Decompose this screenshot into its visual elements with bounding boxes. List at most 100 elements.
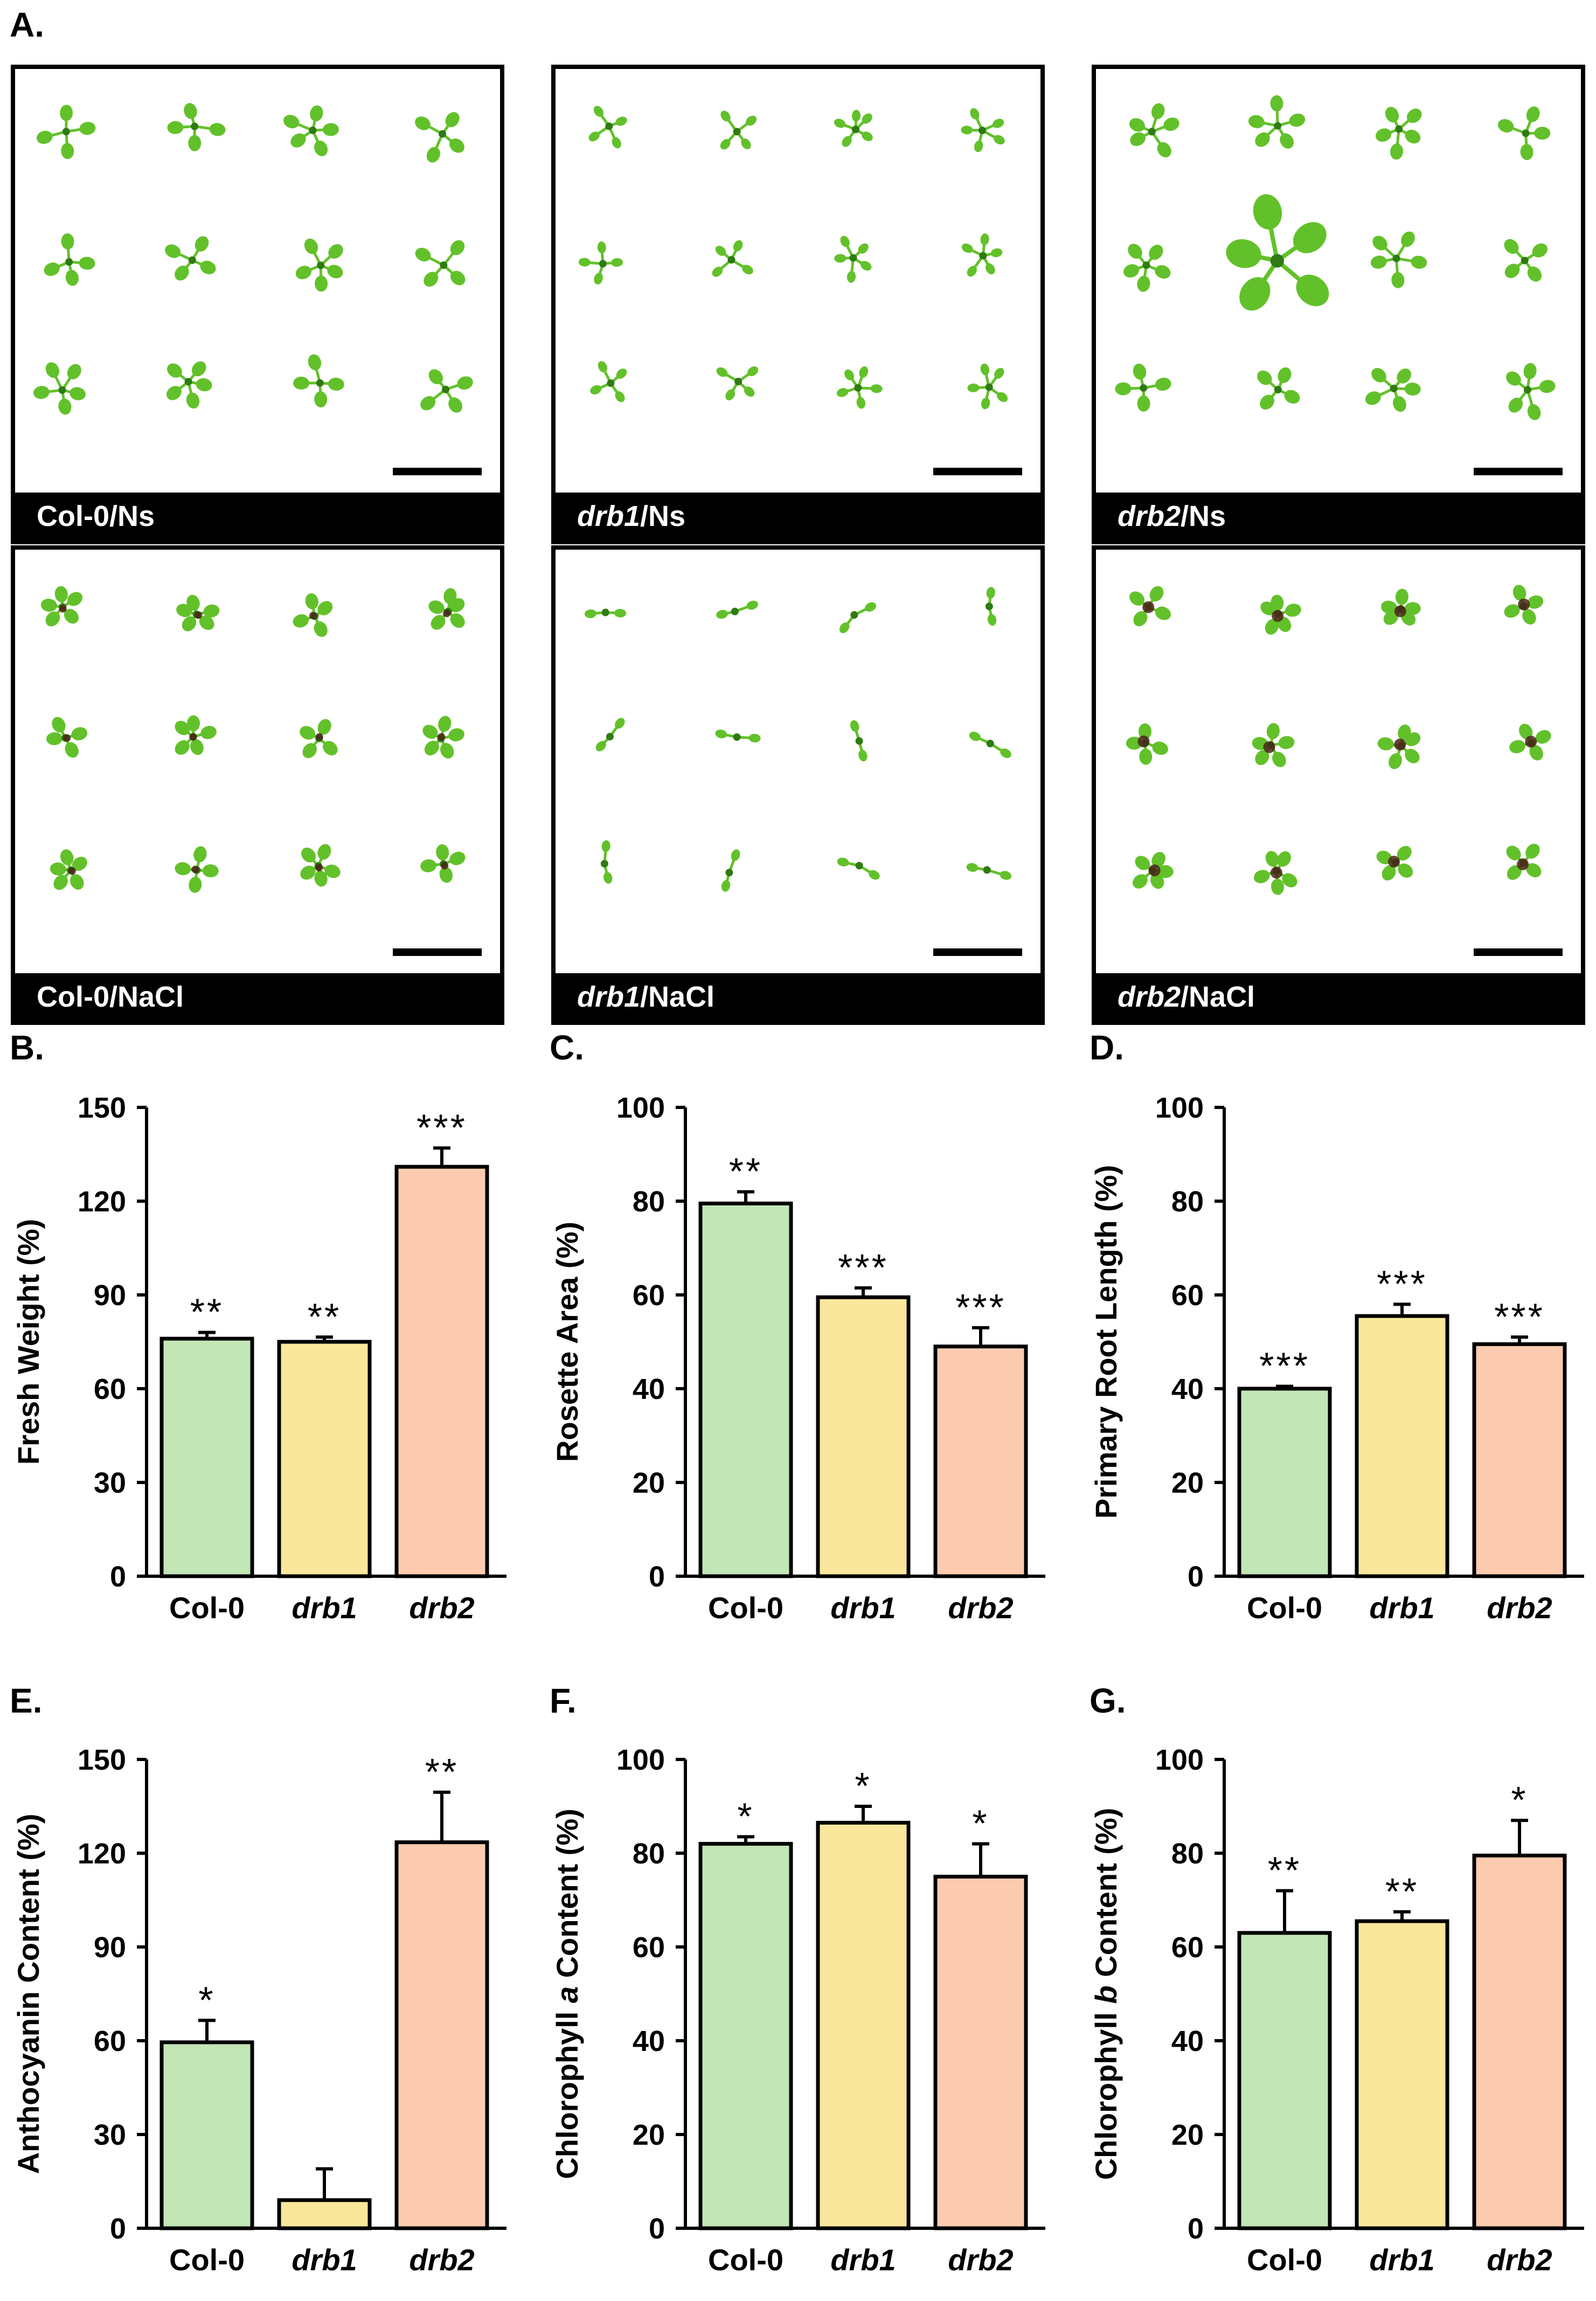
y-tick-label: 0: [1188, 1561, 1204, 1593]
chart-primary-root-length: Primary Root Length (%)020406080100***Co…: [1078, 1072, 1595, 1649]
panel-a-label: A.: [10, 8, 44, 42]
seedling: [297, 717, 341, 761]
y-tick-label: 80: [1171, 1838, 1204, 1870]
seedling: [718, 109, 759, 151]
y-tick-label: 0: [1188, 2213, 1204, 2245]
seedling: [281, 104, 339, 158]
significance-label: **: [1385, 1870, 1419, 1912]
seedling: [714, 364, 760, 402]
y-tick-label: 40: [633, 1373, 665, 1405]
panel-g-label: G.: [1090, 1683, 1126, 1718]
seedling: [1127, 101, 1181, 160]
y-tick-label: 80: [633, 1838, 665, 1870]
seedling: [587, 104, 628, 150]
significance-label: **: [729, 1150, 762, 1193]
scale-bar: [1474, 468, 1563, 475]
chart-chlorophyll-b-content: Chlorophyll b Content (%)020406080100**C…: [1078, 1724, 1595, 2301]
x-tick-label: drb1: [292, 1591, 357, 1625]
seedling: [836, 856, 882, 882]
seedling: [50, 848, 90, 892]
x-tick-label: Col-0: [169, 2243, 245, 2277]
scale-bar: [393, 948, 482, 956]
seedling: [174, 845, 219, 893]
x-tick-label: drb2: [1487, 1591, 1552, 1625]
seedling: [1251, 722, 1296, 770]
scale-bar: [933, 948, 1022, 956]
y-tick-label: 40: [1171, 2025, 1204, 2057]
chart-chlorophyll-a-content: Chlorophyll a Content (%)020406080100*Co…: [539, 1724, 1056, 2301]
bar-drb1: [279, 1342, 370, 1576]
panel-c-label: C.: [550, 1030, 584, 1065]
bar-drb2: [935, 1877, 1026, 2229]
significance-label: ***: [955, 1286, 1006, 1328]
seedling: [836, 365, 883, 410]
photo-condition: /NaCl: [1181, 981, 1255, 1013]
y-axis-label: Chlorophyll a Content (%): [550, 1808, 584, 2179]
seedling: [1374, 843, 1415, 883]
x-tick-label: Col-0: [708, 2243, 783, 2277]
seedling: [420, 844, 468, 884]
seedling: [1127, 584, 1173, 629]
seedling: [1115, 362, 1172, 412]
x-tick-label: drb2: [948, 2243, 1013, 2277]
significance-label: ***: [1259, 1345, 1310, 1387]
bar-drb2: [397, 1842, 487, 2228]
significance-label: *: [198, 1979, 215, 2021]
panel-d-label: D.: [1090, 1030, 1124, 1065]
y-tick-label: 60: [94, 1373, 126, 1405]
y-tick-label: 60: [633, 1931, 665, 1964]
seedling: [578, 241, 623, 286]
photo-condition: /NaCl: [109, 981, 184, 1013]
x-tick-label: drb1: [830, 1591, 896, 1625]
seedling: [46, 715, 89, 760]
seedling: [1254, 365, 1302, 413]
seedling: [1502, 583, 1545, 627]
x-tick-label: drb1: [1369, 1591, 1434, 1625]
seedling: [294, 236, 346, 292]
seedling: [1258, 594, 1303, 637]
seedling: [167, 101, 226, 151]
y-tick-label: 80: [633, 1186, 665, 1218]
seedling: [420, 715, 466, 761]
seedlings: [15, 550, 500, 970]
photo-condition: /NaCl: [640, 981, 714, 1013]
seedling: [601, 840, 614, 885]
significance-label: ***: [1494, 1295, 1545, 1337]
y-axis-label-part: b: [1089, 1985, 1123, 2004]
y-tick-label: 0: [110, 1561, 126, 1593]
y-tick-label: 100: [1155, 1092, 1204, 1124]
seedling: [966, 862, 1012, 881]
chart-rosette-area: Rosette Area (%)020406080100**Col-0***dr…: [539, 1072, 1056, 1649]
significance-label: **: [425, 1751, 459, 1793]
photo-genotype: drb2: [1118, 981, 1181, 1013]
photo-drb2-ns: drb2/Ns: [1092, 65, 1585, 544]
y-tick-label: 60: [633, 1279, 665, 1312]
photo-drb2-nacl: drb2/NaCl: [1092, 545, 1585, 1025]
bar-drb2: [1474, 1855, 1565, 2228]
seedling: [1503, 362, 1557, 421]
seedling: [1130, 849, 1174, 891]
seedling: [297, 842, 342, 888]
seedling: [960, 233, 1003, 278]
photo-genotype: drb1: [577, 981, 640, 1013]
seedling: [175, 593, 221, 634]
seedling: [1496, 105, 1550, 161]
scale-bar: [933, 468, 1022, 475]
photo-label: Col-0/Ns: [15, 493, 500, 540]
significance-label: **: [308, 1295, 341, 1337]
seedling: [427, 587, 468, 633]
seedling: [716, 599, 760, 620]
photo-label: drb2/Ns: [1096, 493, 1581, 540]
y-tick-label: 100: [616, 1744, 665, 1776]
significance-label: *: [855, 1765, 871, 1807]
bar-col: [162, 2042, 252, 2228]
seedling: [588, 359, 629, 404]
y-tick-label: 30: [94, 2119, 126, 2151]
photo-condition: /Ns: [1181, 500, 1226, 532]
bar-col: [162, 1339, 252, 1576]
bar-col: [700, 1203, 791, 1576]
seedling: [164, 358, 213, 410]
chart-fresh-weight: Fresh Weight (%)0306090120150**Col-0**dr…: [0, 1072, 517, 1649]
seedling: [1503, 841, 1544, 883]
seedling: [1121, 241, 1172, 293]
